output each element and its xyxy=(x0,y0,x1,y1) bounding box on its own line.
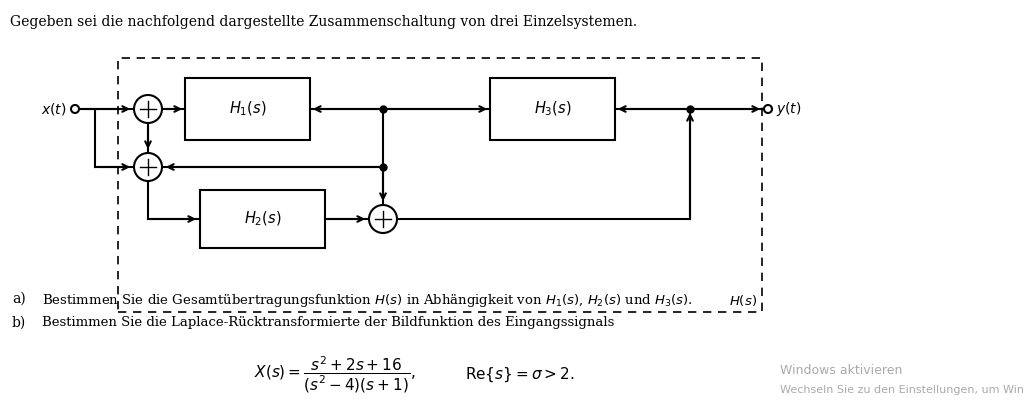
Circle shape xyxy=(134,153,162,181)
Text: Bestimmen Sie die Gesamtübertragungsfunktion $H(s)$ in Abhängigkeit von $H_1(s)$: Bestimmen Sie die Gesamtübertragungsfunk… xyxy=(42,292,693,309)
Bar xyxy=(185,78,310,140)
Text: $H_2(s)$: $H_2(s)$ xyxy=(244,210,282,228)
Text: $H(s)$: $H(s)$ xyxy=(729,293,757,308)
Circle shape xyxy=(764,105,772,113)
Text: $H_3(s)$: $H_3(s)$ xyxy=(534,100,571,118)
Text: Gegeben sei die nachfolgend dargestellte Zusammenschaltung von drei Einzelsystem: Gegeben sei die nachfolgend dargestellte… xyxy=(10,15,637,29)
Circle shape xyxy=(134,95,162,123)
Text: b): b) xyxy=(12,316,27,330)
Text: $x(t)$: $x(t)$ xyxy=(41,101,67,117)
Text: $H_1(s)$: $H_1(s)$ xyxy=(228,100,266,118)
Text: $y(t)$: $y(t)$ xyxy=(776,100,802,118)
Text: $\mathrm{Re}\{s\} = \sigma > 2.$: $\mathrm{Re}\{s\} = \sigma > 2.$ xyxy=(465,366,574,384)
Text: Wechseln Sie zu den Einstellungen, um Wind: Wechseln Sie zu den Einstellungen, um Wi… xyxy=(780,385,1024,395)
Text: Bestimmen Sie die Laplace-Rücktransformierte der Bildfunktion des Eingangssignal: Bestimmen Sie die Laplace-Rücktransformi… xyxy=(42,316,614,329)
Bar xyxy=(490,78,615,140)
Text: Windows aktivieren: Windows aktivieren xyxy=(780,364,902,377)
Text: $X(s) = \dfrac{s^2 + 2s + 16}{(s^2 - 4)(s + 1)},$: $X(s) = \dfrac{s^2 + 2s + 16}{(s^2 - 4)(… xyxy=(254,355,416,395)
Circle shape xyxy=(71,105,79,113)
Text: a): a) xyxy=(12,292,26,306)
Bar xyxy=(200,190,325,248)
Circle shape xyxy=(369,205,397,233)
